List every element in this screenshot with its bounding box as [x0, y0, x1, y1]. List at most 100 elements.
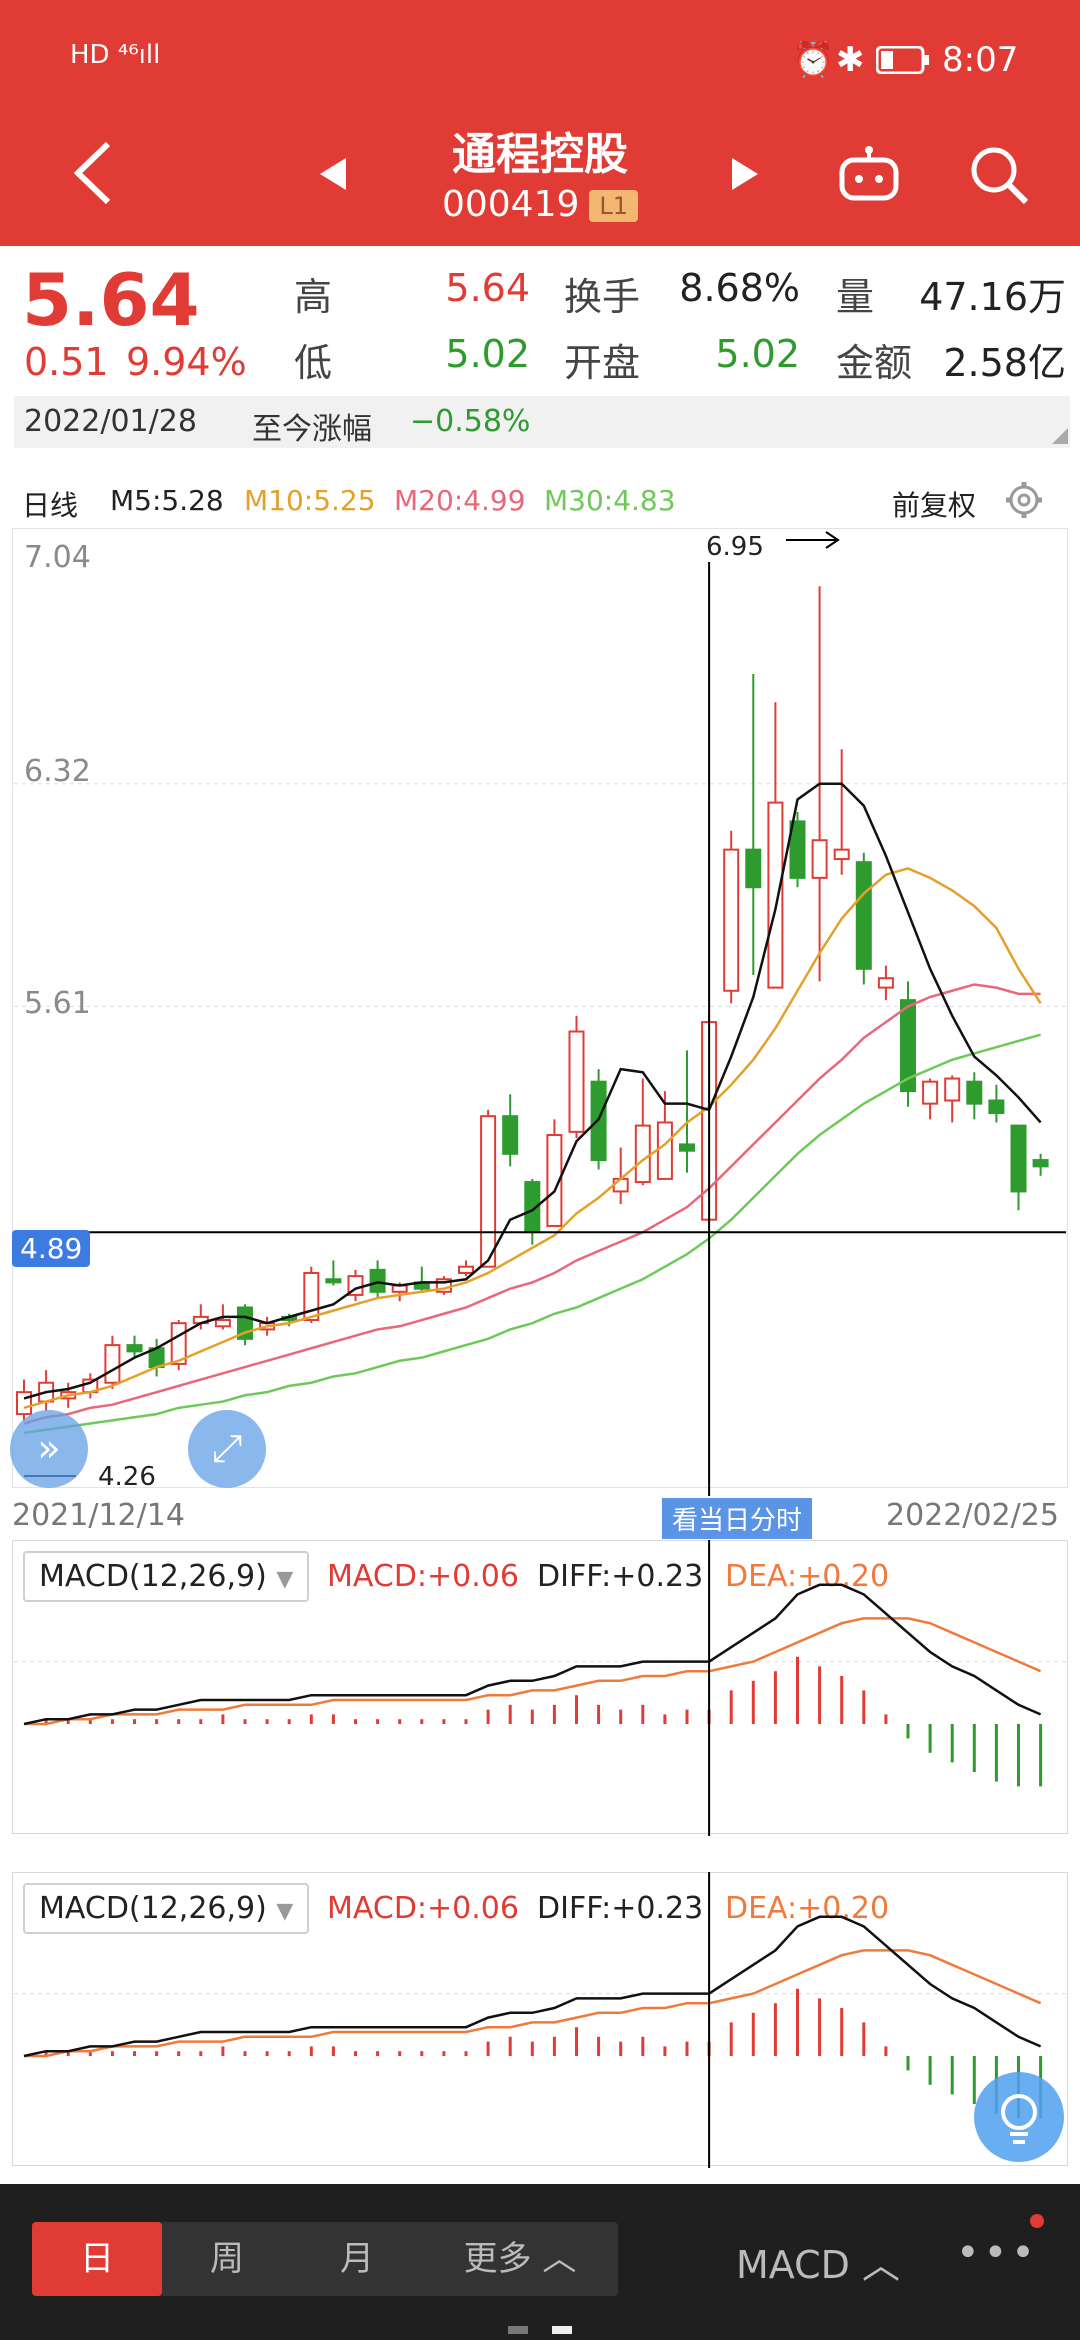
y-tick-2: 6.32 — [24, 754, 91, 789]
dea-line — [24, 1617, 1042, 1726]
diff-line — [23, 1915, 1042, 2058]
y-tick-3: 5.61 — [24, 986, 91, 1021]
candle-body — [458, 1265, 474, 1274]
tab-day[interactable]: 日 — [32, 2222, 162, 2296]
intraday-button[interactable]: 看当日分时 — [662, 1498, 813, 1539]
tab-more[interactable]: 更多 ︿ — [463, 2239, 577, 2279]
crosshair-price-label: 4.89 — [12, 1230, 91, 1267]
page-indicator-1 — [508, 2326, 528, 2334]
level-badge: L1 — [589, 190, 639, 222]
dea-value-2: DEA:+0.20 — [725, 1891, 890, 1926]
notification-dot — [1030, 2214, 1044, 2228]
chevron-down-icon: ▼ — [276, 1567, 294, 1592]
ma10-line — [23, 867, 1042, 1410]
low-value: 5.02 — [445, 332, 530, 376]
candle-body — [944, 1077, 961, 1102]
period-tabs: 日 周 月 更多 ︿ — [32, 2222, 618, 2296]
max-price-marker: 6.95 — [706, 532, 764, 562]
chevron-down-icon: ▼ — [276, 1899, 294, 1924]
indicator-switch[interactable]: MACD ︿ — [736, 2243, 900, 2287]
candle-body — [303, 1271, 320, 1322]
battery-icon — [876, 46, 929, 74]
period-label[interactable]: 日线 — [22, 489, 79, 522]
interval-since-label: 至今涨幅 — [252, 412, 372, 447]
alarm-icon: ⏰ — [792, 40, 835, 80]
ma5-legend: M5:5.28 — [110, 484, 224, 517]
ma30-legend: M30:4.83 — [544, 484, 676, 517]
price-change: 0.51 — [24, 340, 109, 384]
ma30-line — [23, 1033, 1041, 1435]
candle-body — [480, 1115, 497, 1268]
candle-body — [502, 1115, 519, 1155]
tab-month[interactable]: 月 — [340, 2239, 374, 2279]
next-stock-icon[interactable] — [730, 156, 760, 192]
macd-panel-1[interactable]: MACD(12,26,9) ▼ MACD:+0.06 DIFF:+0.23 DE… — [12, 1540, 1068, 1834]
interval-date: 2022/01/28 — [24, 404, 197, 439]
candle-body — [1032, 1159, 1049, 1168]
candle-body — [656, 1121, 673, 1180]
scroll-left-icon[interactable]: » — [10, 1410, 88, 1488]
diff-value: DIFF:+0.23 — [537, 1559, 704, 1594]
macd-value-2: MACD:+0.06 — [327, 1891, 519, 1926]
diff-value-2: DIFF:+0.23 — [537, 1891, 704, 1926]
candle-body — [546, 1134, 563, 1227]
back-arrow-icon[interactable] — [70, 140, 114, 206]
macd-select-label-2: MACD(12,26,9) — [39, 1891, 267, 1926]
diff-line — [23, 1583, 1042, 1726]
macd-panel-2[interactable]: MACD(12,26,9) ▼ MACD:+0.06 DIFF:+0.23 DE… — [12, 1872, 1068, 2166]
price-change-pct: 9.94% — [126, 340, 247, 384]
y-tick-top: 7.04 — [24, 540, 91, 575]
turnover-value: 8.68% — [679, 266, 800, 310]
high-label: 高 — [294, 275, 333, 319]
candle-body — [877, 977, 894, 989]
ma5-line — [23, 782, 1042, 1400]
turnover-label: 换手 — [564, 275, 641, 319]
more-menu-icon[interactable]: ••• — [956, 2230, 1039, 2276]
macd-chart-2 — [14, 1872, 1066, 2168]
macd-indicator-select[interactable]: MACD(12,26,9) ▼ — [23, 1551, 310, 1602]
candle-body — [833, 848, 850, 861]
max-arrow-head — [825, 531, 840, 549]
clock: 8:07 — [942, 40, 1019, 80]
bottom-toolbar: 日 周 月 更多 ︿ MACD ︿ ••• — [0, 2184, 1080, 2340]
interval-since-value: −0.58% — [410, 404, 531, 439]
volume-label: 量 — [836, 275, 875, 319]
candle-body — [789, 820, 806, 879]
settings-gear-icon[interactable] — [1004, 480, 1044, 520]
open-label: 开盘 — [564, 341, 641, 385]
candle-body — [126, 1344, 143, 1353]
tab-week[interactable]: 周 — [210, 2239, 244, 2279]
kline-panel[interactable] — [12, 528, 1068, 1488]
end-date: 2022/02/25 — [886, 1498, 1059, 1533]
ma20-line — [23, 983, 1041, 1425]
candle-body — [745, 848, 762, 889]
ma20-legend: M20:4.99 — [394, 484, 526, 517]
candle-body — [634, 1124, 651, 1184]
macd-chart-1 — [14, 1540, 1066, 1836]
start-date: 2021/12/14 — [12, 1498, 185, 1533]
dea-line — [24, 1949, 1042, 2058]
bluetooth-icon: ✱ — [836, 40, 865, 80]
high-value: 5.64 — [445, 266, 530, 310]
prev-stock-icon[interactable] — [318, 156, 348, 192]
volume-value: 47.16万 — [919, 275, 1066, 319]
search-icon[interactable] — [968, 144, 1030, 206]
candle-body — [612, 1177, 629, 1193]
candle-body — [325, 1278, 342, 1284]
current-price: 5.64 — [22, 258, 200, 342]
low-label: 低 — [294, 341, 333, 385]
macd-indicator-select-2[interactable]: MACD(12,26,9) ▼ — [23, 1883, 310, 1934]
stock-code-row: 000419 L1 — [0, 184, 1080, 225]
status-icons-left: HD ⁴⁶ıll — [70, 40, 161, 70]
stock-code: 000419 — [441, 184, 580, 225]
adjust-label[interactable]: 前复权 — [892, 489, 977, 522]
stock-name: 通程控股 — [452, 129, 628, 180]
fullscreen-icon[interactable]: ⤢ — [188, 1410, 266, 1488]
robot-assistant-icon[interactable] — [836, 146, 902, 202]
candle-body — [16, 1391, 32, 1416]
candle-body — [104, 1344, 121, 1384]
candle-body — [922, 1080, 939, 1105]
candle-body — [679, 1143, 695, 1152]
kline-chart[interactable] — [0, 0, 1080, 1500]
lightbulb-tips-icon[interactable] — [974, 2072, 1064, 2162]
